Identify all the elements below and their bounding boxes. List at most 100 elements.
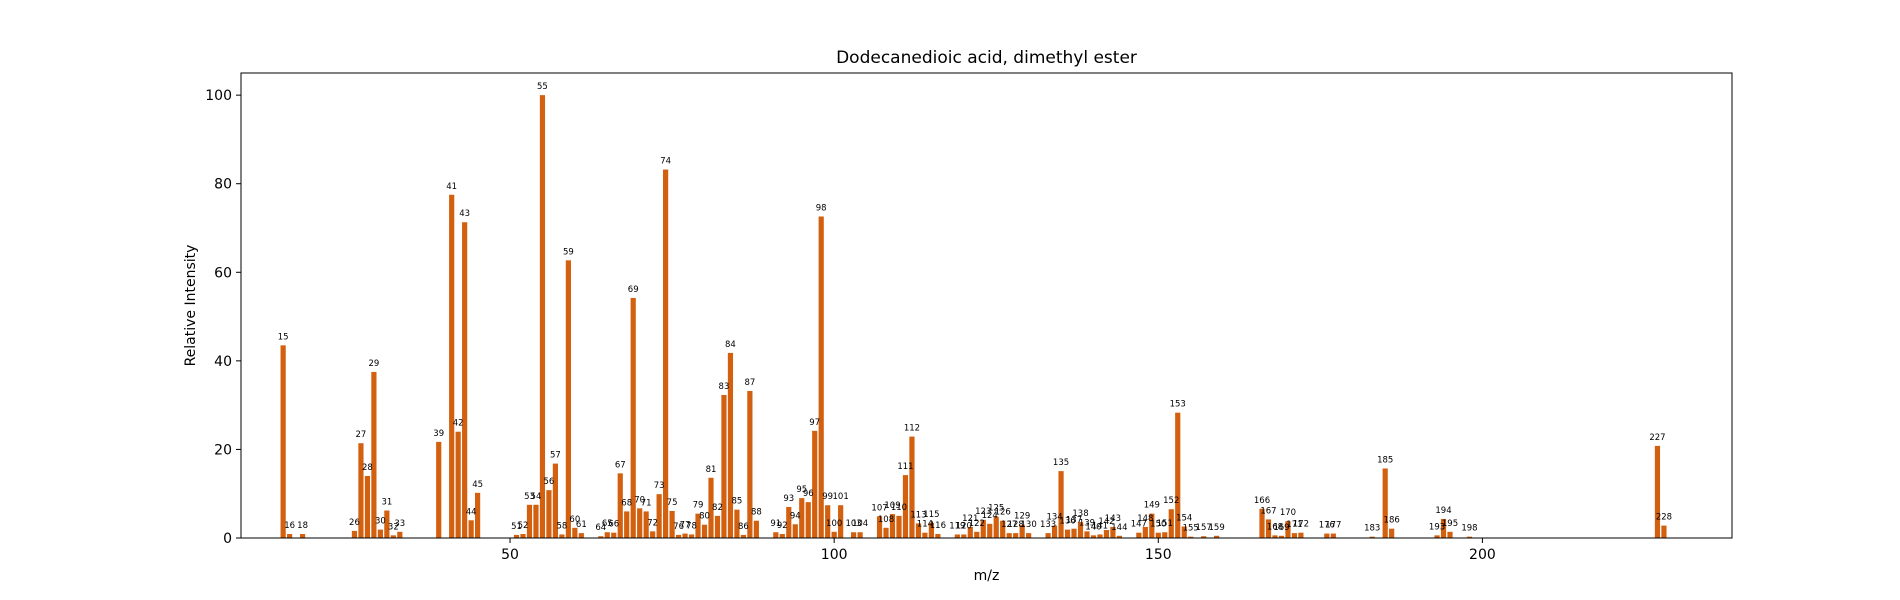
bar-label-mz-73: 73 bbox=[654, 481, 665, 491]
bar-mz-71 bbox=[643, 511, 649, 538]
bar-label-mz-124: 124 bbox=[982, 511, 998, 521]
bar-mz-103 bbox=[851, 532, 857, 538]
x-tick-label: 50 bbox=[501, 547, 519, 563]
bar-mz-193 bbox=[1434, 535, 1440, 538]
bar-mz-107 bbox=[876, 516, 883, 538]
bar-mz-137 bbox=[1071, 528, 1077, 538]
bar-mz-198 bbox=[1466, 536, 1473, 538]
bar-label-mz-96: 96 bbox=[803, 489, 814, 499]
bar-label-mz-64: 64 bbox=[595, 523, 606, 533]
bar-label-mz-155: 155 bbox=[1183, 524, 1199, 534]
bar-label-mz-129: 129 bbox=[1014, 512, 1030, 522]
bar-mz-151 bbox=[1162, 532, 1168, 538]
bar-label-mz-33: 33 bbox=[394, 519, 405, 529]
bar-mz-153 bbox=[1175, 412, 1181, 538]
bar-label-mz-151: 151 bbox=[1157, 519, 1173, 529]
bar-label-mz-123: 123 bbox=[975, 507, 991, 517]
bar-mz-119 bbox=[954, 534, 960, 538]
bar-label-mz-137: 137 bbox=[1066, 516, 1082, 526]
bar-mz-56 bbox=[546, 490, 552, 538]
bar-label-mz-99: 99 bbox=[822, 492, 833, 502]
bar-label-mz-103: 103 bbox=[845, 519, 861, 529]
bar-label-mz-140: 140 bbox=[1085, 522, 1101, 532]
bar-label-mz-65: 65 bbox=[602, 519, 613, 529]
bar-label-mz-159: 159 bbox=[1209, 523, 1225, 533]
bar-label-mz-172: 172 bbox=[1293, 520, 1309, 530]
bar-mz-87 bbox=[747, 390, 753, 538]
bar-mz-88 bbox=[753, 520, 759, 538]
bar-mz-15 bbox=[280, 345, 286, 538]
bar-mz-135 bbox=[1058, 471, 1064, 538]
bar-mz-26 bbox=[351, 530, 358, 538]
bar-label-mz-56: 56 bbox=[544, 477, 555, 487]
bar-label-mz-44: 44 bbox=[466, 507, 477, 517]
bar-label-mz-114: 114 bbox=[917, 520, 933, 530]
bar-mz-29 bbox=[371, 371, 377, 538]
bar-label-mz-198: 198 bbox=[1461, 524, 1477, 534]
bar-mz-136 bbox=[1064, 529, 1071, 538]
bar-series bbox=[280, 95, 1667, 539]
bar-label-mz-169: 169 bbox=[1273, 523, 1289, 533]
bar-mz-195 bbox=[1447, 531, 1453, 538]
bar-mz-76 bbox=[675, 534, 682, 538]
bar-mz-140 bbox=[1090, 535, 1097, 538]
bar-mz-78 bbox=[688, 534, 695, 538]
bar-mz-68 bbox=[624, 511, 630, 538]
bar-label-mz-75: 75 bbox=[667, 498, 678, 508]
bar-mz-169 bbox=[1278, 535, 1285, 538]
bar-mz-98 bbox=[818, 216, 824, 539]
bar-label-mz-82: 82 bbox=[712, 503, 723, 513]
bar-label-mz-39: 39 bbox=[433, 429, 444, 439]
bar-mz-77 bbox=[682, 533, 688, 538]
bar-label-mz-154: 154 bbox=[1176, 513, 1192, 523]
bar-label-mz-144: 144 bbox=[1111, 523, 1127, 533]
bar-label-mz-143: 143 bbox=[1105, 514, 1121, 524]
bar-mz-31 bbox=[384, 510, 390, 538]
bar-mz-159 bbox=[1214, 535, 1220, 538]
bar-label-mz-120: 120 bbox=[956, 521, 972, 531]
bar-label-mz-171: 171 bbox=[1286, 520, 1302, 530]
bar-label-mz-119: 119 bbox=[949, 521, 965, 531]
bar-label-mz-16: 16 bbox=[284, 521, 295, 531]
bar-label-mz-26: 26 bbox=[349, 518, 360, 528]
bar-label-mz-68: 68 bbox=[621, 498, 632, 508]
y-axis-ticks: 0 20 40 60 80 100 bbox=[205, 88, 241, 547]
bar-mz-53 bbox=[526, 504, 533, 538]
bar-mz-73 bbox=[656, 494, 662, 538]
bar-mz-52 bbox=[520, 534, 526, 538]
bar-label-mz-195: 195 bbox=[1442, 519, 1458, 529]
bar-mz-67 bbox=[617, 473, 623, 538]
bar-mz-32 bbox=[390, 535, 396, 538]
bar-label-mz-28: 28 bbox=[362, 463, 373, 473]
bar-mz-95 bbox=[799, 498, 805, 538]
bar-mz-186 bbox=[1389, 528, 1395, 538]
bar-mz-129 bbox=[1019, 524, 1025, 538]
bar-mz-42 bbox=[455, 431, 461, 538]
bar-mz-108 bbox=[883, 527, 889, 538]
bar-label-mz-53: 53 bbox=[524, 492, 535, 502]
bar-label-mz-71: 71 bbox=[641, 498, 652, 508]
bar-mz-134 bbox=[1051, 525, 1058, 538]
bar-label-mz-67: 67 bbox=[615, 460, 626, 470]
bar-label-mz-72: 72 bbox=[647, 518, 658, 528]
bar-mz-152 bbox=[1168, 509, 1174, 538]
bar-label-mz-61: 61 bbox=[576, 520, 587, 530]
bar-label-mz-83: 83 bbox=[719, 382, 730, 392]
bar-label-mz-185: 185 bbox=[1377, 455, 1393, 465]
chart-title: Dodecanedioic acid, dimethyl ester bbox=[836, 48, 1137, 68]
bar-label-mz-42: 42 bbox=[453, 419, 464, 429]
bar-mz-121 bbox=[967, 526, 973, 538]
bar-label-mz-87: 87 bbox=[744, 378, 755, 388]
bar-mz-75 bbox=[669, 510, 675, 538]
bar-label-mz-57: 57 bbox=[550, 451, 561, 461]
bar-label-mz-141: 141 bbox=[1092, 521, 1108, 531]
bar-mz-43 bbox=[462, 222, 468, 539]
bar-label-mz-55: 55 bbox=[537, 82, 548, 92]
bar-mz-96 bbox=[805, 502, 811, 538]
bar-mz-130 bbox=[1026, 533, 1032, 538]
x-axis-ticks: 50 100 150 200 bbox=[501, 538, 1496, 563]
bar-label-mz-58: 58 bbox=[556, 521, 567, 531]
bar-mz-149 bbox=[1149, 513, 1155, 538]
bar-label-mz-100: 100 bbox=[826, 519, 842, 529]
